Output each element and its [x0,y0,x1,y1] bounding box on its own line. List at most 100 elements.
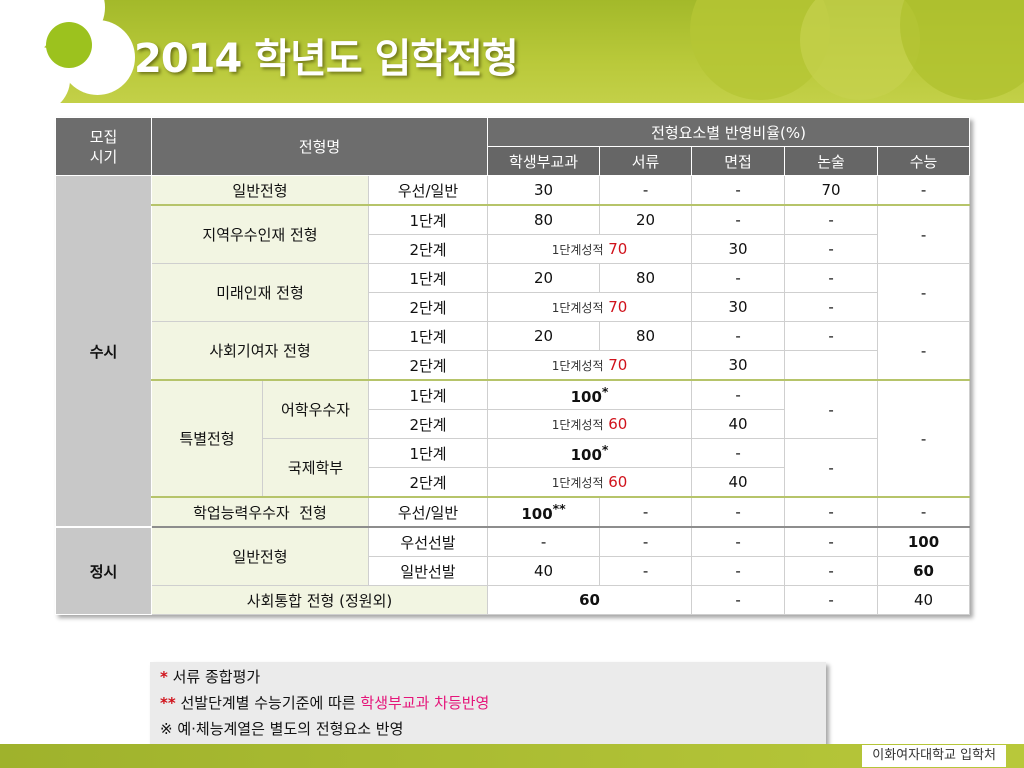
note-line: ** 선발단계별 수능기준에 따른 학생부교과 차등반영 [150,690,826,716]
header-period: 모집 시기 [55,117,152,176]
header-row: 모집 시기 전형명 전형요소별 반영비율(%) [55,117,971,176]
step1-score-label: 1단계성적 [551,418,604,432]
cell: - [691,321,786,351]
cell: 80 [599,321,693,351]
cell: 100 [877,526,971,557]
table-row: 정시 일반전형 우선선발 - - - - 100 [55,526,971,615]
cell-100-star: 100* [487,379,693,410]
table-row: 지역우수인재 전형 1단계 80 20 - - - [56,204,971,264]
cell: 20 [599,204,693,235]
name-social2: 사회통합 전형 (정원외) [150,585,489,615]
cell: - [691,204,786,235]
name-future: 미래인재 전형 [151,263,369,322]
note-text: ※ 예·체능계열은 별도의 전형요소 반영 [160,720,404,738]
note-emphasis: 학생부교과 차등반영 [360,694,490,712]
name-academic: 학업능력우수자 전형 [151,496,369,528]
col-csat: 수능 [877,146,971,176]
cell: 80 [599,263,693,293]
cell: - [877,496,971,528]
note-text: 선발단계별 수능기준에 따른 [175,694,361,712]
cell-step1-score: 1단계성적 70 [487,234,693,264]
step: 우선/일반 [367,496,489,528]
cell: - [784,263,879,293]
step: 2단계 [367,292,489,322]
step1-score-label: 1단계성적 [551,476,604,490]
cell: - [784,556,879,586]
deco-circle [900,0,1024,100]
step: 일반선발 [367,556,489,586]
step1-score-value: 70 [608,298,628,316]
cell: 80 [487,204,601,235]
period-jeongsi: 정시 [55,526,152,615]
cell: 30 [691,350,786,381]
cell: - [877,321,971,381]
step: 우선선발 [367,526,489,557]
cell: 30 [487,175,601,206]
table-row: 수시 일반전형 우선/일반 30 - - 70 - [55,175,971,528]
cell: - [784,526,879,557]
table-row: 사회통합 전형 (정원외) 60 - - 40 [56,585,971,615]
cell: - [877,379,971,498]
cell-step1-score: 1단계성적 70 [487,292,693,322]
cell: - [599,496,693,528]
cell: - [784,204,879,235]
step: 2단계 [367,350,489,381]
cell: - [691,175,786,206]
cell: - [784,438,879,498]
cell: - [691,263,786,293]
cell-step1-score: 1단계성적 60 [487,409,693,439]
footer-bar [0,744,1024,768]
cell: 30 [691,234,786,264]
value: 100 [570,446,602,464]
table-row: 학업능력우수자 전형 우선/일반 100** - - - - [56,496,971,528]
table-row: 미래인재 전형 1단계 20 80 - - - [56,263,971,322]
name-special: 특별전형 [151,379,263,498]
cell: - [691,556,786,586]
table-row: 2단계 1단계성적 60 40 [56,409,970,439]
footnote-mark: ** [552,501,566,516]
note-line: ※ 예·체능계열은 별도의 전형요소 반영 [150,716,826,742]
cell: - [691,496,786,528]
cell: 20 [487,321,601,351]
cell: - [877,263,971,322]
col-essay: 논술 [784,146,879,176]
period-susi: 수시 [55,175,152,528]
footnote-mark: * [601,384,609,399]
cell: 20 [487,263,601,293]
step1-score-label: 1단계성적 [551,359,604,373]
cell-empty [784,350,879,381]
step1-score-label: 1단계성적 [551,301,604,315]
cell: - [691,526,786,557]
cell: 40 [691,409,786,439]
cell-100-star2: 100** [487,496,601,528]
step: 2단계 [367,467,489,498]
cell: - [691,379,786,410]
step: 우선/일반 [367,175,489,206]
header-name: 전형명 [150,117,489,176]
step: 1단계 [367,321,489,351]
step1-score-label: 1단계성적 [551,243,604,257]
cell-100-star: 100* [487,438,693,468]
cell: - [784,321,879,351]
cell: - [877,175,971,206]
table-row: 2단계 1단계성적 60 40 [56,467,970,498]
name-general: 일반전형 [151,175,369,206]
cell: 40 [691,467,786,498]
name-intl: 국제학부 [262,438,369,498]
table-row: 특별전형 어학우수자 1단계 100* - - - [56,379,971,498]
step1-score-value: 70 [608,356,628,374]
step1-score-value: 70 [608,240,628,258]
name-general2: 일반전형 [151,526,369,586]
value: 100 [570,388,602,406]
cell: - [877,204,971,264]
table-row: 사회기여자 전형 1단계 20 80 - - - [56,321,971,381]
page-title: 2014 학년도 입학전형 [134,36,519,82]
notes-box: * 서류 종합평가 ** 선발단계별 수능기준에 따른 학생부교과 차등반영 ※… [150,662,826,746]
step: 2단계 [367,234,489,264]
cell: - [691,585,786,615]
footer-label: 이화여자대학교 입학처 [862,745,1006,767]
cell: 40 [877,585,971,615]
step: 1단계 [367,204,489,235]
footnote-mark: * [601,442,609,457]
cell: - [784,234,879,264]
